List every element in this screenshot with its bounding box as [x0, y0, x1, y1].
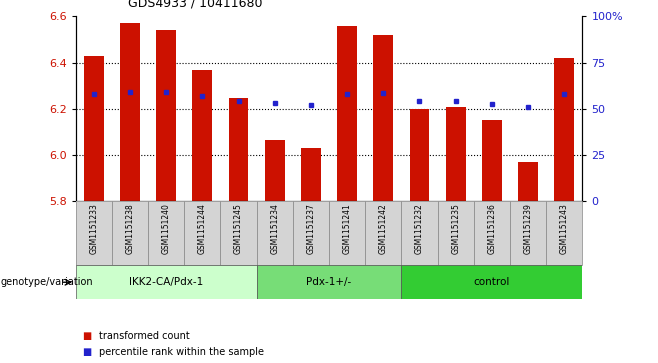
Text: GSM1151236: GSM1151236: [488, 203, 496, 254]
Bar: [474, 201, 510, 265]
Bar: [337, 25, 357, 201]
Text: GSM1151239: GSM1151239: [524, 203, 532, 254]
Text: GSM1151240: GSM1151240: [162, 203, 170, 254]
Text: genotype/variation: genotype/variation: [1, 277, 93, 287]
Text: GSM1151237: GSM1151237: [307, 203, 315, 254]
Text: Pdx-1+/-: Pdx-1+/-: [307, 277, 351, 287]
Bar: [554, 58, 574, 201]
Bar: [228, 98, 249, 201]
Bar: [518, 162, 538, 201]
Bar: [373, 35, 393, 201]
Bar: [438, 201, 474, 265]
Bar: [293, 201, 329, 265]
Text: IKK2-CA/Pdx-1: IKK2-CA/Pdx-1: [129, 277, 203, 287]
Text: GSM1151233: GSM1151233: [89, 203, 98, 254]
Text: GSM1151244: GSM1151244: [198, 203, 207, 254]
Bar: [257, 201, 293, 265]
Bar: [220, 201, 257, 265]
Bar: [546, 201, 582, 265]
Bar: [156, 30, 176, 201]
Text: GDS4933 / 10411680: GDS4933 / 10411680: [128, 0, 263, 9]
Bar: [148, 201, 184, 265]
Bar: [365, 201, 401, 265]
Bar: [112, 201, 148, 265]
Text: ■: ■: [82, 347, 91, 357]
Bar: [301, 148, 321, 201]
Text: transformed count: transformed count: [99, 331, 190, 341]
Bar: [265, 140, 285, 201]
Bar: [184, 201, 220, 265]
Bar: [401, 265, 582, 299]
Bar: [510, 201, 546, 265]
Text: control: control: [474, 277, 510, 287]
Bar: [445, 107, 466, 201]
Text: ■: ■: [82, 331, 91, 341]
Bar: [409, 109, 430, 201]
Bar: [329, 201, 365, 265]
Text: GSM1151238: GSM1151238: [126, 203, 134, 254]
Text: GSM1151241: GSM1151241: [343, 203, 351, 254]
Text: percentile rank within the sample: percentile rank within the sample: [99, 347, 264, 357]
Text: GSM1151242: GSM1151242: [379, 203, 388, 254]
Bar: [76, 201, 112, 265]
Bar: [482, 121, 502, 201]
Bar: [84, 56, 104, 201]
Text: GSM1151245: GSM1151245: [234, 203, 243, 254]
Bar: [192, 70, 213, 201]
Bar: [76, 265, 257, 299]
Text: GSM1151234: GSM1151234: [270, 203, 279, 254]
Bar: [120, 23, 140, 201]
Text: GSM1151243: GSM1151243: [560, 203, 569, 254]
Text: GSM1151235: GSM1151235: [451, 203, 460, 254]
Text: GSM1151232: GSM1151232: [415, 203, 424, 254]
Bar: [401, 201, 438, 265]
Bar: [257, 265, 401, 299]
